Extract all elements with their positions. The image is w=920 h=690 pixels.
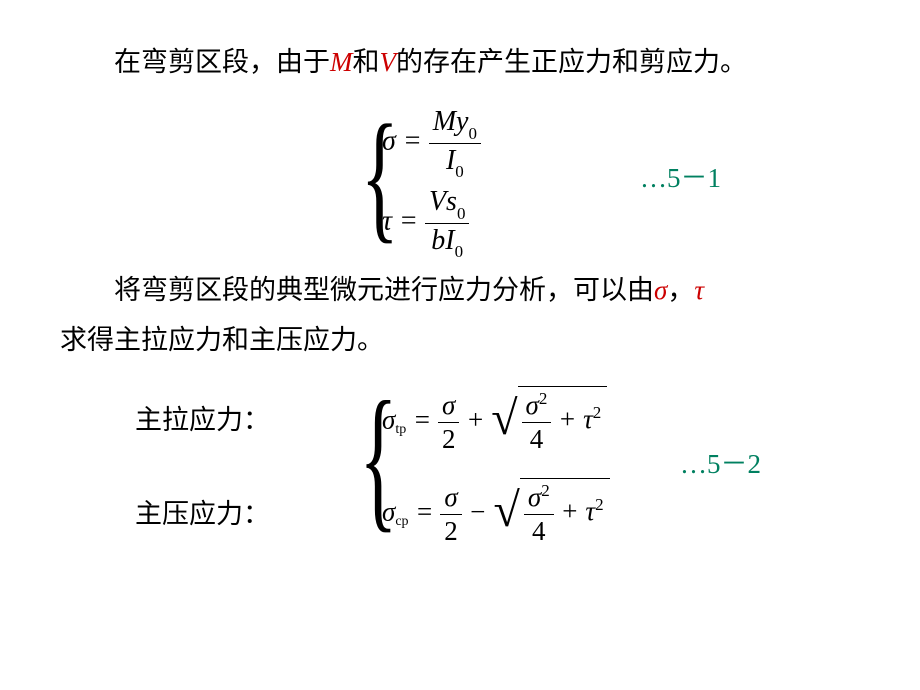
sqrt: √σ24 + τ2 — [494, 480, 610, 549]
paragraph-1: 在弯剪区段，由于M和V的存在产生正应力和剪应力。 — [60, 38, 860, 88]
equation-tau: τ = Vs0 bI0 — [382, 186, 469, 260]
equation-number-1: …5－1 — [640, 156, 721, 195]
denominator: I0 — [429, 143, 481, 181]
symbol-M: M — [330, 47, 353, 77]
fraction: σ 2 — [440, 482, 462, 547]
equals: = — [396, 125, 429, 156]
equation-group-1: { σ = My0 I0 τ = Vs0 bI0 …5－1 — [60, 94, 860, 258]
tau-symbol: τ — [382, 205, 392, 236]
para1-text-a: 在弯剪区段，由于 — [114, 47, 330, 77]
numerator: Vs0 — [425, 186, 470, 223]
radical-icon: √ — [491, 395, 517, 443]
equation-sigma: σ = My0 I0 — [382, 106, 481, 180]
fraction: σ 2 — [438, 390, 460, 455]
equation-group-2: 主拉应力： 主压应力： { σtp = σ 2 + √σ24 + τ2 σcp … — [60, 374, 860, 549]
label-tension: 主拉应力： — [135, 398, 270, 437]
symbol-sigma: σ — [654, 275, 667, 305]
paragraph-2: 将弯剪区段的典型微元进行应力分析，可以由σ，τ 求得主拉应力和主压应力。 — [60, 266, 860, 366]
para1-text-mid: 和 — [353, 47, 380, 77]
para2-text-a: 将弯剪区段的典型微元进行应力分析，可以由 — [114, 275, 654, 305]
numerator: My0 — [429, 106, 481, 143]
fraction-1: My0 I0 — [429, 106, 481, 180]
symbol-V: V — [380, 47, 397, 77]
equation-sigma-cp: σcp = σ 2 − √σ24 + τ2 — [382, 480, 610, 549]
equation-number-2: …5－2 — [680, 442, 761, 481]
equation-sigma-tp: σtp = σ 2 + √σ24 + τ2 — [382, 388, 607, 457]
para1-text-b: 的存在产生正应力和剪应力。 — [396, 47, 747, 77]
radical-icon: √ — [494, 487, 520, 535]
fraction-2: Vs0 bI0 — [425, 186, 470, 260]
symbol-tau: τ — [694, 275, 704, 305]
equals: = — [392, 205, 425, 236]
comma: ， — [667, 275, 694, 305]
sigma-symbol: σ — [382, 125, 396, 156]
label-compress: 主压应力： — [135, 492, 270, 531]
denominator: bI0 — [425, 223, 470, 261]
slide-content: 在弯剪区段，由于M和V的存在产生正应力和剪应力。 { σ = My0 I0 τ … — [0, 0, 920, 579]
para2-text-b: 求得主拉应力和主压应力。 — [60, 316, 860, 366]
sqrt: √σ24 + τ2 — [491, 388, 607, 457]
